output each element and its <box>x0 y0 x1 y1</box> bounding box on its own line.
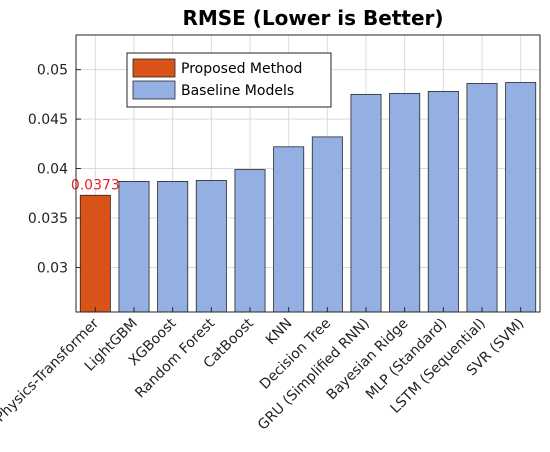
bar-physics-transformer <box>79 194 111 313</box>
bar-svr-svm <box>505 82 537 313</box>
y-tick-label: 0.05 <box>37 63 68 79</box>
bars <box>79 82 537 313</box>
bar-gru-simplified-rnn <box>350 93 382 313</box>
bar-catboost <box>234 169 266 313</box>
bar-knn <box>273 146 305 313</box>
legend-swatch <box>132 80 176 100</box>
plot-frame <box>75 34 541 313</box>
bar-decision-tree <box>311 136 343 313</box>
x-category-label: Physics-Transformer <box>0 315 102 425</box>
legend: Proposed Method Baseline Models <box>126 52 332 108</box>
bar-lstm-sequential <box>466 83 498 313</box>
y-tick-label: 0.035 <box>28 211 68 227</box>
data-label: 0.0373 <box>71 177 120 193</box>
bar-bayesian-ridge <box>389 92 421 313</box>
y-tick-label: 0.045 <box>28 112 68 128</box>
legend-swatch <box>132 58 176 78</box>
bar-xgboost <box>157 181 189 313</box>
bar-lightgbm <box>118 181 150 313</box>
y-axis-ticks: 0.03 0.035 0.04 0.045 0.05 <box>28 63 81 276</box>
y-tick-label: 0.03 <box>37 260 68 276</box>
data-labels: 0.0373 <box>71 177 120 193</box>
x-category-label: KNN <box>263 316 296 349</box>
bar-mlp-standard <box>427 90 459 313</box>
chart-title: RMSE (Lower is Better) <box>182 6 443 30</box>
legend-label: Baseline Models <box>181 83 294 99</box>
x-axis-category-labels: Physics-TransformerLightGBMXGBoostRandom… <box>0 307 527 433</box>
y-tick-label: 0.04 <box>37 162 68 178</box>
legend-label: Proposed Method <box>181 61 302 77</box>
bar-random-forest <box>195 180 227 313</box>
